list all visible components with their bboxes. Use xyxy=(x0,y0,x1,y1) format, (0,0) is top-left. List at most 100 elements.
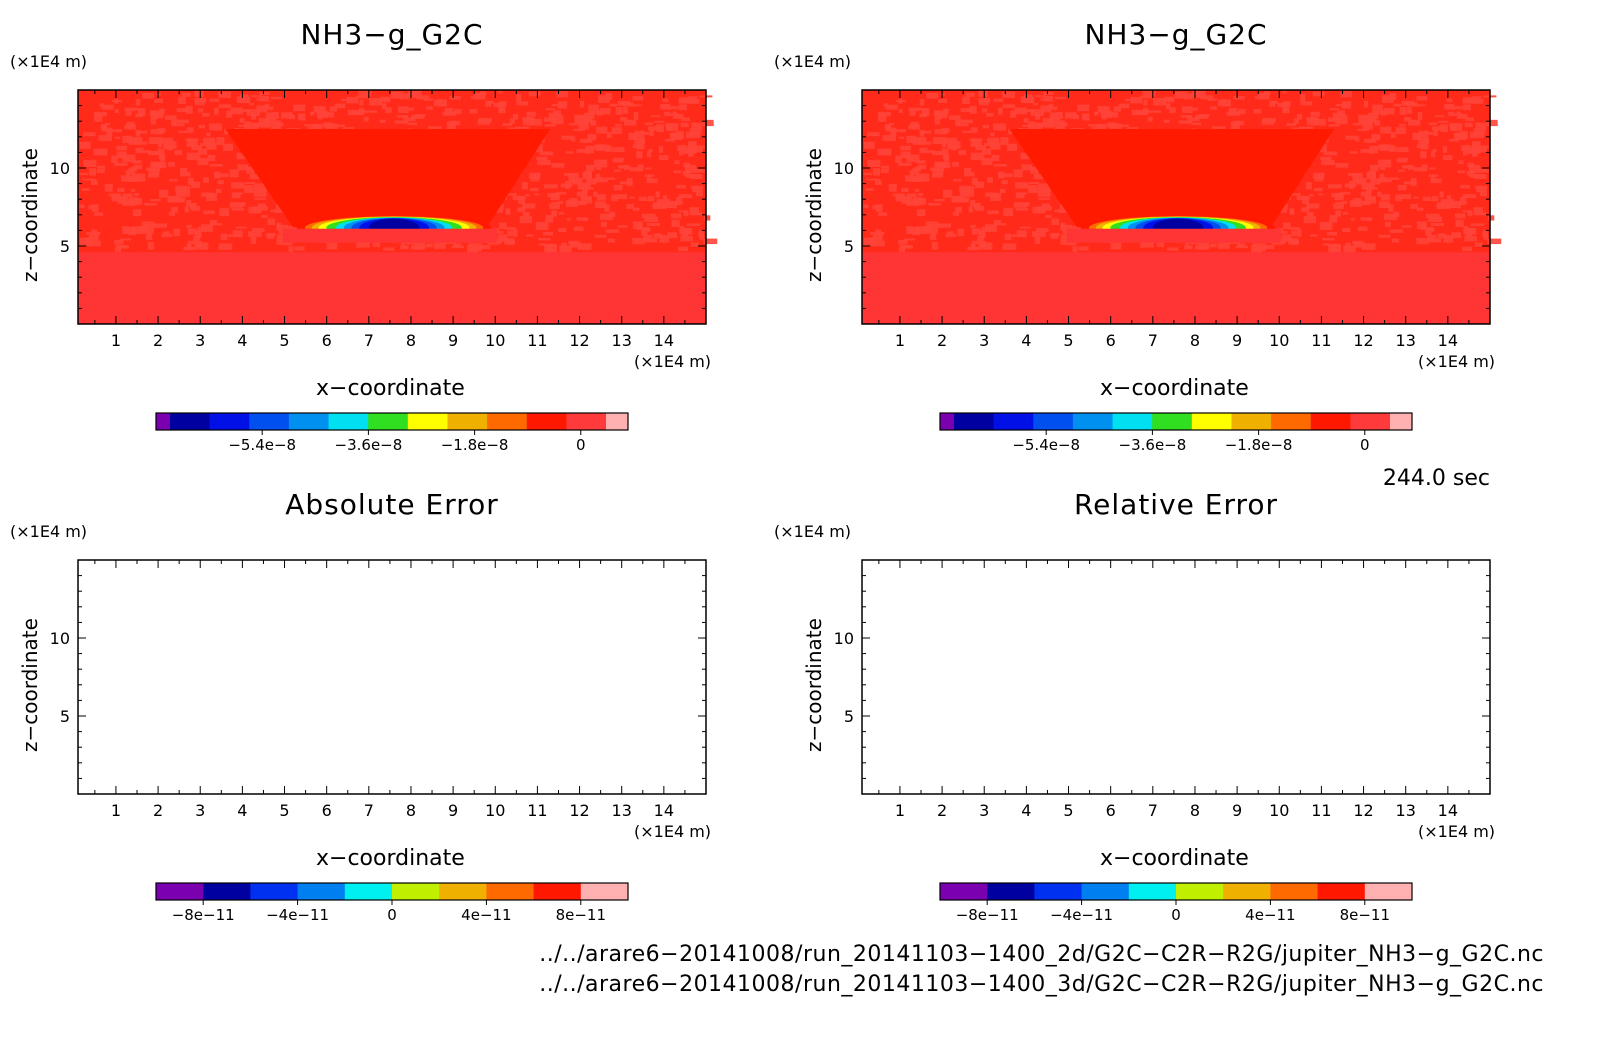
colorbar-segment xyxy=(533,883,582,900)
panel-title: NH3−g_G2C xyxy=(1084,18,1268,51)
speckle xyxy=(197,227,209,231)
speckle xyxy=(1352,240,1363,244)
speckle xyxy=(1226,111,1241,116)
speckle xyxy=(633,112,639,120)
speckle xyxy=(213,107,219,115)
speckle xyxy=(1360,217,1371,221)
speckle xyxy=(691,169,706,173)
colorbar-segment xyxy=(954,413,995,430)
speckle xyxy=(1367,171,1376,179)
panel-bottom-right: Relative Error (×1E4 m) (×1E4 m) z−coordina… xyxy=(774,470,1574,940)
speckle xyxy=(1078,246,1089,251)
speckle xyxy=(280,112,293,119)
speckle xyxy=(951,145,958,151)
speckle xyxy=(1210,106,1217,110)
speckle xyxy=(148,150,160,156)
y-tick-label: 5 xyxy=(844,707,854,726)
speckle xyxy=(678,246,689,252)
speckle xyxy=(941,127,950,134)
speckle xyxy=(209,123,222,131)
x-tick-label: 8 xyxy=(1190,801,1200,820)
x-tick-label: 6 xyxy=(1106,801,1116,820)
colorbar-segment xyxy=(1112,413,1153,430)
speckle xyxy=(863,172,873,176)
blob-mask xyxy=(1066,228,1281,243)
speckle xyxy=(1335,120,1348,125)
speckle xyxy=(165,115,177,120)
speckle xyxy=(231,193,241,199)
speckle xyxy=(577,182,591,190)
speckle xyxy=(544,184,558,189)
speckle xyxy=(1425,213,1440,219)
speckle xyxy=(1480,188,1487,197)
speckle xyxy=(1306,211,1314,218)
speckle xyxy=(187,243,192,251)
speckle xyxy=(881,165,890,169)
speckle xyxy=(135,130,148,134)
speckle xyxy=(272,111,279,119)
speckle xyxy=(990,132,995,137)
speckle xyxy=(1462,210,1473,213)
x-tick-label: 3 xyxy=(979,801,989,820)
speckle xyxy=(276,224,288,229)
speckle xyxy=(1390,132,1396,139)
speckle xyxy=(1487,215,1495,221)
y-tick-label: 10 xyxy=(834,159,854,178)
speckle xyxy=(1253,109,1262,114)
speckle xyxy=(136,178,142,182)
speckle xyxy=(525,194,530,197)
speckle xyxy=(206,142,217,150)
speckle xyxy=(1418,138,1430,144)
speckle xyxy=(993,123,1006,131)
speckle xyxy=(309,111,315,116)
lower-layer xyxy=(78,252,706,324)
speckle xyxy=(1439,191,1444,198)
speckle xyxy=(1021,164,1033,171)
speckle xyxy=(910,121,919,129)
speckle xyxy=(144,202,157,206)
speckle xyxy=(529,118,542,126)
y-unit-label: (×1E4 m) xyxy=(10,52,88,71)
speckle xyxy=(83,132,96,137)
speckle xyxy=(594,234,607,238)
speckle xyxy=(979,100,989,106)
colorbar-segment xyxy=(1350,413,1391,430)
speckle xyxy=(1367,217,1373,222)
speckle xyxy=(1187,117,1200,122)
speckle xyxy=(548,112,559,121)
speckle xyxy=(1041,123,1053,126)
speckle xyxy=(496,230,504,234)
speckle xyxy=(152,161,159,167)
speckle xyxy=(539,151,554,156)
speckle xyxy=(217,179,224,185)
speckle xyxy=(1203,242,1210,248)
speckle xyxy=(214,171,221,179)
speckle xyxy=(1036,227,1049,232)
speckle xyxy=(649,130,654,137)
panel-top-left: NH3−g_G2C (×1E4 m) (×1E4 m) z−coordinate x−c… xyxy=(0,0,790,470)
speckle xyxy=(1393,103,1402,107)
speckle xyxy=(658,146,664,153)
x-tick-label: 7 xyxy=(1148,801,1158,820)
speckle xyxy=(505,208,511,215)
speckle xyxy=(1465,231,1473,237)
speckle xyxy=(1399,107,1407,115)
speckle xyxy=(615,123,622,127)
speckle xyxy=(289,114,296,120)
speckle xyxy=(195,100,205,106)
speckle xyxy=(585,145,594,154)
speckle xyxy=(543,117,558,122)
speckle xyxy=(220,233,228,240)
speckle xyxy=(1486,119,1498,127)
speckle xyxy=(598,95,610,103)
speckle xyxy=(358,107,365,116)
speckle xyxy=(147,173,160,178)
colorbar-tick-label: −5.4e−8 xyxy=(228,436,296,454)
speckle xyxy=(264,125,271,128)
speckle xyxy=(135,99,141,106)
colorbar-tick-label: 4e−11 xyxy=(461,906,511,924)
colorbar-segment xyxy=(392,883,440,900)
speckle xyxy=(1254,96,1261,99)
speckle xyxy=(669,132,683,141)
speckle xyxy=(566,151,574,154)
